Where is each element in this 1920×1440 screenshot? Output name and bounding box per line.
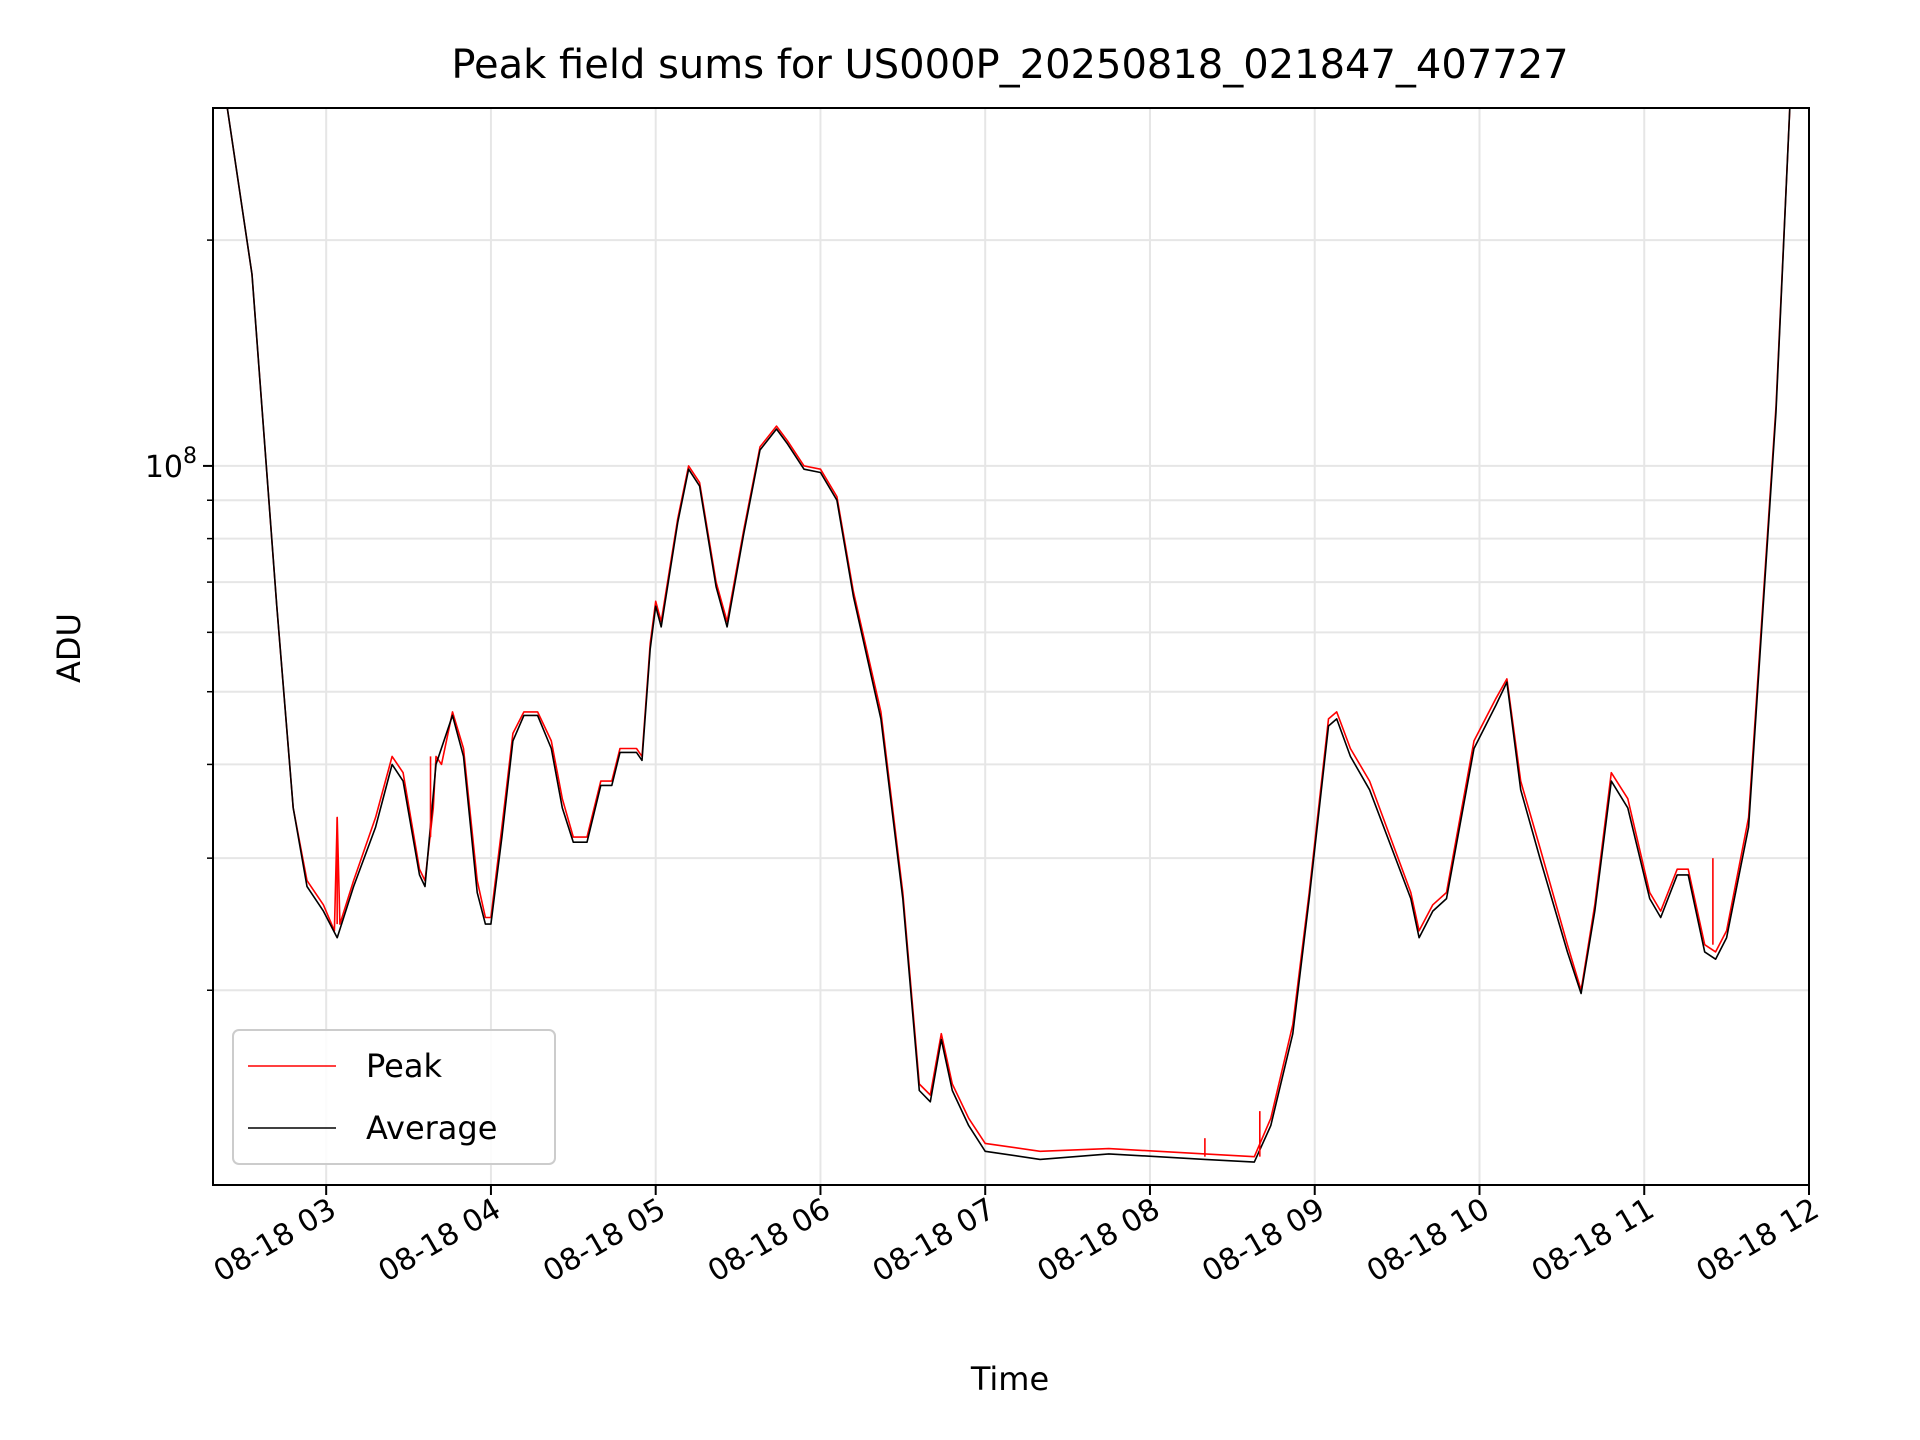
- legend-label-peak: Peak: [366, 1047, 442, 1085]
- x-axis-label: Time: [970, 1360, 1049, 1398]
- y-tick-label: 108: [145, 444, 197, 485]
- y-axis-ticks: 108: [145, 239, 213, 991]
- y-tick-label-exponent: 8: [183, 444, 197, 469]
- chart-title: Peak field sums for US000P_20250818_0218…: [451, 42, 1568, 88]
- legend-label-average: Average: [366, 1109, 497, 1147]
- legend: Peak Average: [232, 1029, 556, 1165]
- series-line-average: [213, 108, 1791, 1163]
- legend-box: [232, 1029, 556, 1165]
- series-line-peak: [213, 108, 1791, 1158]
- series-layer: [213, 108, 1791, 1163]
- plot-frame: [212, 107, 1810, 1186]
- y-tick-label-base: 10: [145, 450, 183, 485]
- y-axis-label: ADU: [50, 613, 88, 683]
